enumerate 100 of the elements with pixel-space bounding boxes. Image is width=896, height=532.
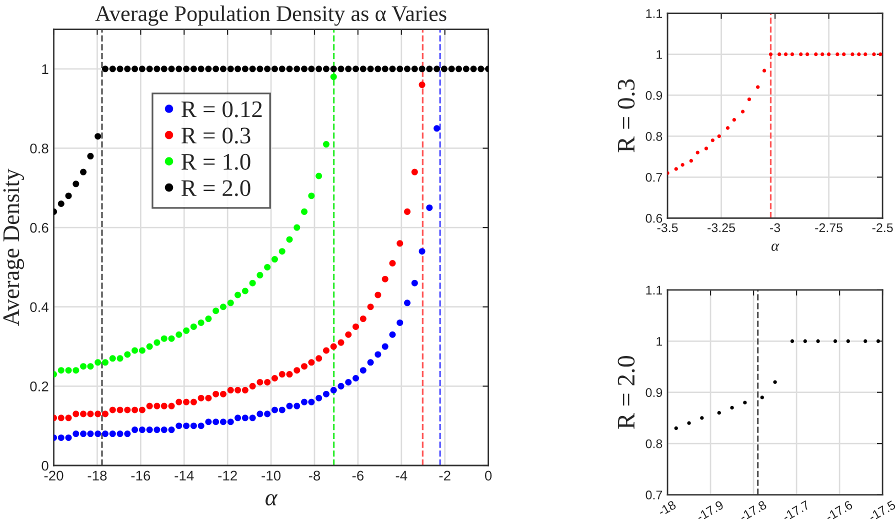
point [205,394,212,402]
point [109,66,116,72]
point [87,152,94,160]
point [799,52,803,56]
point [308,192,315,200]
point [747,97,752,102]
point [190,66,197,72]
point [160,66,168,72]
point [176,66,182,72]
point [116,430,124,438]
x-tick-label: -14 [174,470,194,480]
point [220,66,226,72]
point [790,339,794,343]
point [367,66,374,72]
point [404,208,411,215]
point [768,52,773,56]
point [345,378,352,386]
point [65,367,72,374]
point [322,347,330,354]
point [717,134,721,138]
point [448,66,455,72]
x-tick-label: -3.25 [708,223,736,232]
legend-label: R = 0.12 [181,101,262,118]
point [72,430,80,438]
point [168,426,175,434]
point [286,371,293,378]
point [278,248,286,255]
y-tick-label: 0.9 [646,388,662,397]
point [674,167,678,171]
point [176,398,182,406]
point [198,422,204,430]
point [249,382,256,390]
point [330,343,337,350]
point [154,402,160,410]
point [190,323,197,330]
point [94,410,102,418]
point [301,66,308,72]
point [264,264,271,270]
point [411,66,418,72]
point [470,66,477,72]
point [212,66,220,72]
point [836,52,840,56]
point [426,66,433,72]
point [345,331,352,338]
y-tick-label: 0.9 [646,91,662,100]
point [286,402,293,410]
point [732,118,736,122]
point [249,414,256,422]
point [294,402,300,410]
point [198,319,204,326]
y-tick-label: 0.7 [646,172,662,182]
point [872,52,876,56]
point [183,398,190,406]
legend-label: R = 0.3 [181,128,250,144]
point [674,426,678,430]
point [168,66,175,72]
point [109,430,116,438]
y-tick-label: 1 [656,337,662,346]
y-tick-label: 1.1 [646,9,662,18]
point [803,339,807,343]
x-tick-label: -16 [131,470,150,481]
x-tick-label: -3 [770,223,780,232]
point [462,66,470,72]
point [316,172,322,180]
point [278,66,286,72]
point [87,430,94,438]
point [227,418,234,426]
point [256,66,264,72]
point [352,374,360,382]
point [87,410,94,418]
x-tick-label: -17.5 [868,500,896,522]
point [65,414,72,422]
point [864,339,868,343]
point [183,422,190,430]
point [704,146,708,150]
point [249,280,256,286]
y-tick-label: 0.7 [646,490,662,500]
point [198,66,204,72]
point [864,52,868,56]
x-tick-label: -20 [44,470,64,481]
point [717,410,721,415]
point [212,418,220,426]
point [876,339,880,343]
point [146,343,153,350]
point [730,406,734,410]
point [124,351,131,358]
point [322,141,330,148]
point [850,52,854,56]
point [220,418,226,426]
y-axis-title: Average Density [3,168,24,326]
point [301,208,308,215]
x-tick-label: 0 [485,470,492,481]
point [360,316,366,322]
x-tick-label: -3.5 [657,223,678,232]
point [360,66,366,72]
point [190,422,197,430]
y-tick-label: 1 [42,64,48,74]
point [316,66,322,72]
y-tick-label: 0.6 [646,214,662,223]
point [411,168,418,176]
